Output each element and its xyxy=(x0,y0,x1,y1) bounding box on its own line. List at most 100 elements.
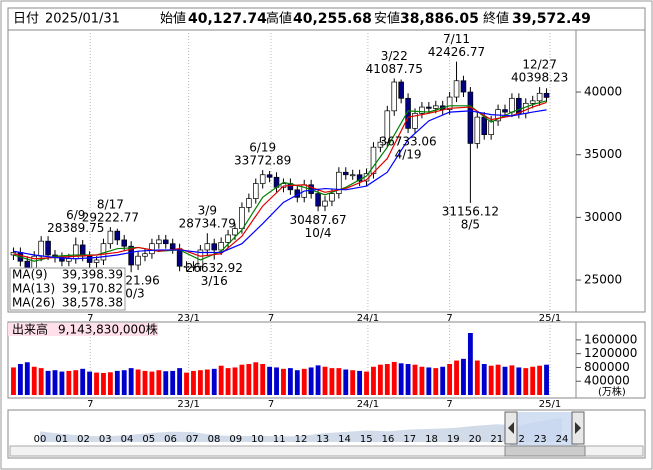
annotation-value: 30487.67 xyxy=(289,213,346,227)
volume-bar xyxy=(267,366,273,395)
candle-body xyxy=(190,265,197,268)
y-tick-label: 1600000 xyxy=(584,332,637,346)
volume-bar xyxy=(481,364,487,395)
volume-bar xyxy=(315,365,321,395)
candle-body xyxy=(543,92,550,98)
volume-total: 9,143,830,000株 xyxy=(58,322,158,337)
candle-body xyxy=(169,243,176,250)
volume-bar xyxy=(260,364,266,395)
volume-bar xyxy=(218,365,224,395)
candle-body xyxy=(142,253,148,257)
volume-bar xyxy=(163,371,169,395)
volume-bar xyxy=(253,362,259,395)
x-tick-label: 7 xyxy=(87,399,93,410)
volume-bar xyxy=(301,368,307,395)
annotation-date: 8/17 xyxy=(97,198,124,212)
candle-body xyxy=(336,171,342,194)
volume-bar xyxy=(502,366,508,395)
annotation-value: 28389.75 xyxy=(47,221,104,235)
candle-body xyxy=(211,243,218,251)
volume-bar xyxy=(52,370,58,395)
navigator-label: 06 xyxy=(164,434,177,445)
candle-body xyxy=(529,100,536,104)
candle-body xyxy=(266,174,273,178)
ma-line xyxy=(13,109,547,260)
scrollbar-thumb[interactable] xyxy=(504,445,586,457)
ma-line xyxy=(13,100,547,262)
candle-body xyxy=(446,96,453,110)
volume-bar xyxy=(426,367,432,395)
candle-body xyxy=(384,110,391,143)
low-label: 安値 xyxy=(374,11,400,27)
volume-bar xyxy=(495,364,501,395)
candle-body xyxy=(225,234,231,243)
candle-body xyxy=(322,200,328,207)
candle-body xyxy=(391,81,398,112)
volume-bar xyxy=(371,366,376,395)
navigator-area xyxy=(40,417,562,442)
scrollbar[interactable] xyxy=(9,445,644,457)
annotation-date: 10/4 xyxy=(305,226,332,240)
volume-bar xyxy=(350,370,356,395)
date-label: 日付 xyxy=(13,12,39,27)
volume-bar xyxy=(287,368,293,395)
volume-bar xyxy=(11,367,16,395)
ma-legend-box xyxy=(9,267,126,311)
volume-bar xyxy=(294,370,300,395)
volume-bar xyxy=(440,366,446,395)
annotation-date: 6/19 xyxy=(249,141,276,155)
volume-bar xyxy=(274,367,279,395)
high-label: 高値 xyxy=(266,11,292,27)
candle-body xyxy=(128,245,134,266)
navigator-label: 07 xyxy=(186,434,199,445)
candle-body xyxy=(86,255,93,263)
volume-bar xyxy=(461,358,466,395)
candle-body xyxy=(114,230,121,241)
legend-name: MA(13) xyxy=(12,282,55,296)
annotation-value: 29222.77 xyxy=(82,211,139,225)
candle-body xyxy=(93,259,100,263)
volume-bar xyxy=(377,364,383,395)
close-value: 39,572.49 xyxy=(512,11,591,27)
volume-bar xyxy=(412,364,418,395)
x-tick-label: 24/1 xyxy=(357,399,379,410)
volume-bar xyxy=(59,371,65,395)
x-tick-label: 23/1 xyxy=(177,313,199,324)
y-tick-label: 800000 xyxy=(584,360,630,374)
volume-bar xyxy=(516,367,522,395)
x-tick-label: 25/1 xyxy=(539,313,561,324)
volume-bar xyxy=(530,366,536,395)
candle-body xyxy=(481,116,488,136)
volume-unit: (万株) xyxy=(598,385,626,398)
volume-bar xyxy=(454,360,459,395)
volume-bar xyxy=(170,370,176,395)
volume-label: 出来高 xyxy=(12,322,48,337)
volume-bar xyxy=(509,365,515,395)
volume-bar xyxy=(329,368,335,395)
candle-body xyxy=(232,228,238,236)
annotation-value: 41087.75 xyxy=(366,62,423,76)
navigator-label: 23 xyxy=(534,434,547,445)
x-tick-label: 7 xyxy=(446,313,452,324)
navigator-label: 21 xyxy=(490,434,503,445)
navigator-label: 14 xyxy=(338,434,351,445)
legend-value: 38,578.38 xyxy=(62,296,123,310)
candle-body xyxy=(453,80,460,98)
volume-header-box xyxy=(8,323,158,336)
volume-bar xyxy=(121,370,127,395)
volume-bar xyxy=(128,368,134,395)
volume-bar xyxy=(142,370,148,395)
annotation-value: 33772.89 xyxy=(234,154,291,168)
volume-bar xyxy=(94,372,99,395)
annotation-date: 3/16 xyxy=(201,274,228,288)
candle-body xyxy=(315,193,321,207)
volume-bar xyxy=(191,370,196,395)
candle-body xyxy=(467,91,474,144)
volume-bar xyxy=(447,364,453,395)
y-tick-label: 25000 xyxy=(584,273,622,287)
navigator-label: 02 xyxy=(77,434,90,445)
volume-bar xyxy=(467,333,473,395)
y-tick-label: 40000 xyxy=(584,85,622,99)
candle-body xyxy=(156,239,162,245)
x-tick-label: 7 xyxy=(268,399,274,410)
